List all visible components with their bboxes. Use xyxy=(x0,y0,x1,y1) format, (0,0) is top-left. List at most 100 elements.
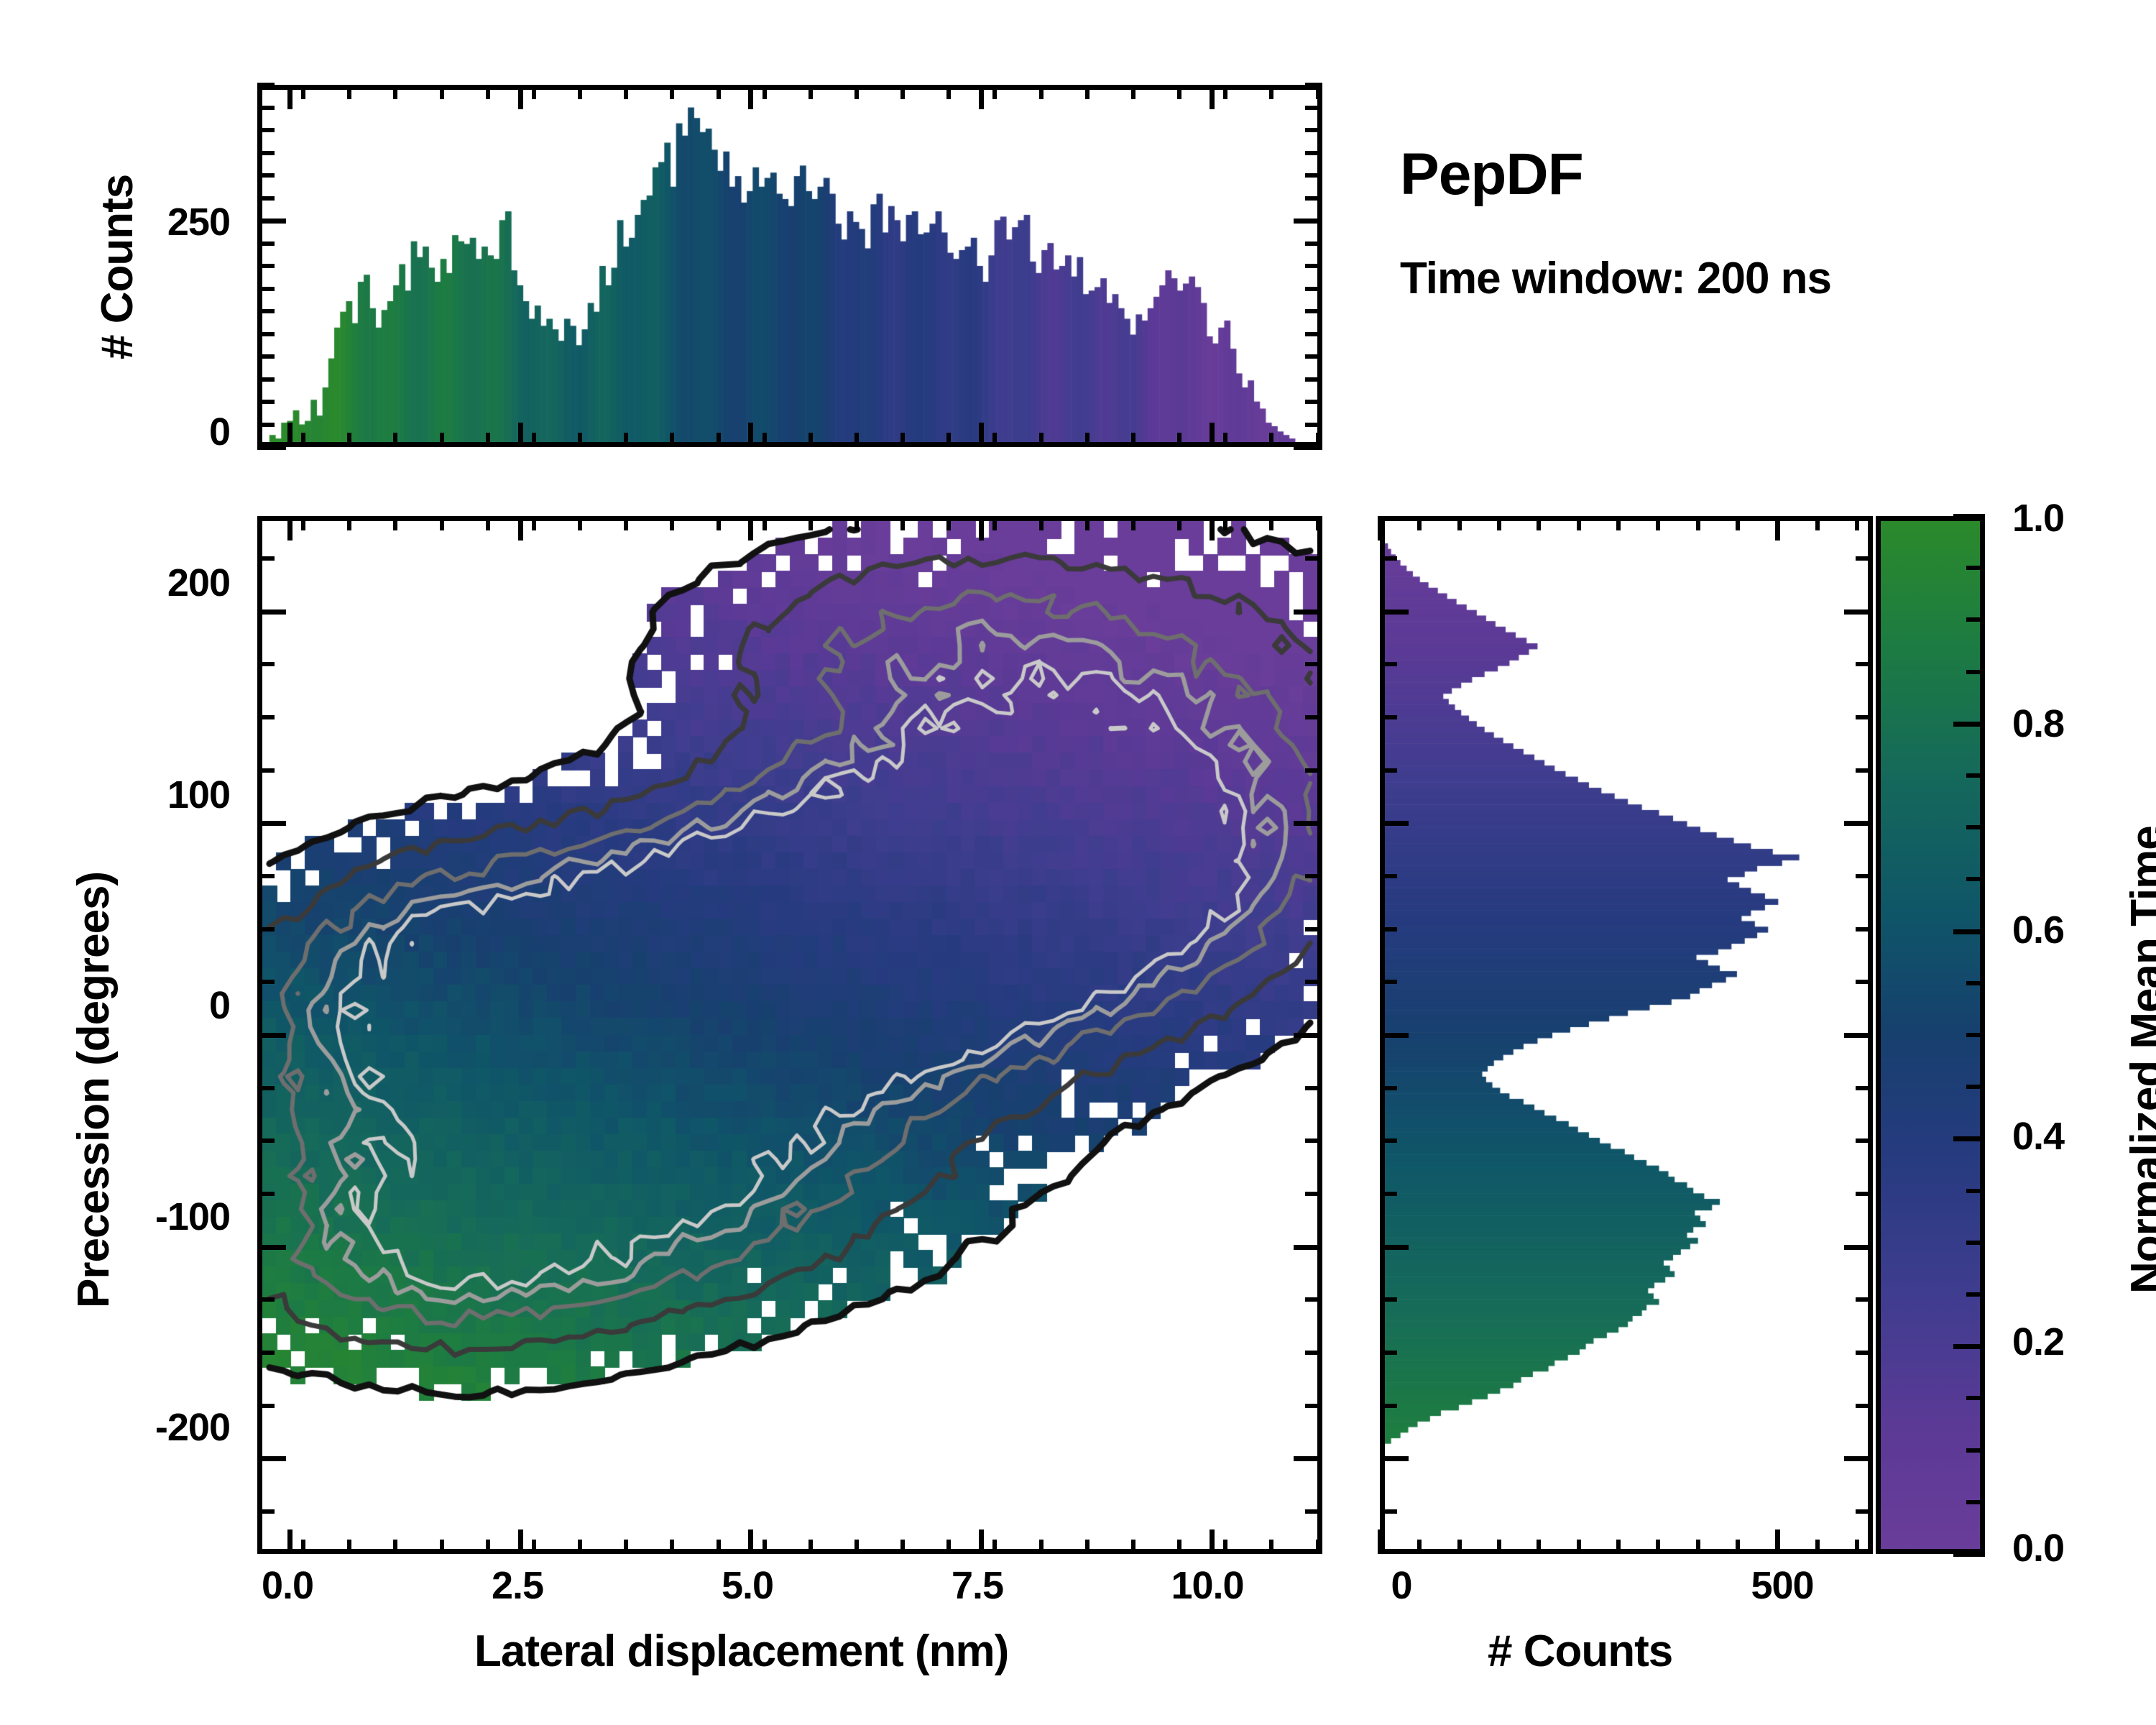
axis-tick xyxy=(1775,1530,1781,1554)
axis-tick xyxy=(1269,85,1274,99)
figure-title: PepDF xyxy=(1400,142,1584,207)
axis-tick xyxy=(1695,1540,1700,1554)
axis-tick xyxy=(1315,433,1320,447)
axis-tick xyxy=(301,1540,306,1554)
axis-tick xyxy=(257,1138,275,1144)
main-ytick-0: 0 xyxy=(208,984,231,1027)
axis-tick xyxy=(854,516,860,530)
axis-tick xyxy=(1305,105,1322,110)
axis-tick xyxy=(257,1509,275,1514)
axis-tick xyxy=(1130,433,1135,447)
axis-tick xyxy=(517,1530,523,1554)
axis-tick xyxy=(578,516,583,530)
axis-tick xyxy=(946,516,952,530)
axis-tick xyxy=(257,1033,286,1038)
axis-tick xyxy=(762,85,767,99)
axis-tick xyxy=(531,1540,536,1554)
axis-tick xyxy=(257,264,275,268)
axis-tick xyxy=(1305,400,1322,404)
axis-tick xyxy=(257,1351,275,1356)
axis-tick xyxy=(257,768,275,773)
axis-tick xyxy=(257,400,275,404)
axis-tick xyxy=(1966,1499,1985,1504)
main-xtick-10: 10.0 xyxy=(1171,1564,1244,1607)
axis-tick xyxy=(1305,1138,1322,1144)
axis-tick xyxy=(578,433,583,447)
axis-tick xyxy=(439,516,444,530)
right-hist-xtick-500: 500 xyxy=(1751,1564,1814,1607)
main-xtick-0: 0.0 xyxy=(261,1564,314,1607)
top-hist-ytick-250: 250 xyxy=(167,201,231,244)
axis-tick xyxy=(1856,662,1873,667)
axis-tick xyxy=(257,83,275,87)
axis-tick xyxy=(1380,662,1397,667)
axis-tick xyxy=(1856,1138,1873,1144)
axis-tick xyxy=(762,1540,767,1554)
axis-tick xyxy=(257,150,275,155)
colorbar-tick-0p6: 0.6 xyxy=(2012,908,2065,952)
axis-tick xyxy=(1315,85,1320,99)
axis-tick xyxy=(1305,331,1322,336)
axis-tick xyxy=(1294,1033,1322,1038)
axis-tick xyxy=(1315,1540,1320,1554)
axis-tick xyxy=(257,821,286,827)
axis-tick xyxy=(257,662,275,667)
axis-tick xyxy=(485,85,490,99)
axis-tick xyxy=(257,926,275,932)
axis-tick xyxy=(1305,1403,1322,1408)
axis-tick xyxy=(946,85,952,99)
axis-tick xyxy=(1269,516,1274,530)
top-hist-y-axis-title: # Counts xyxy=(93,174,142,359)
axis-tick xyxy=(1380,1351,1397,1356)
axis-tick xyxy=(1856,1192,1873,1197)
axis-tick xyxy=(1210,85,1215,109)
axis-tick xyxy=(900,85,906,99)
axis-tick xyxy=(1966,669,1985,674)
axis-tick xyxy=(1576,1540,1581,1554)
axis-tick xyxy=(1537,1540,1542,1554)
top-marginal-histogram-panel xyxy=(257,85,1322,447)
axis-tick xyxy=(762,516,767,530)
axis-tick xyxy=(1966,773,1985,778)
axis-tick xyxy=(1457,516,1462,530)
axis-tick xyxy=(1305,150,1322,155)
axis-tick xyxy=(1130,1540,1135,1554)
axis-tick xyxy=(1966,617,1985,622)
axis-tick xyxy=(748,423,754,447)
right-histogram-canvas xyxy=(1385,521,1868,1549)
axis-tick xyxy=(257,286,275,291)
axis-tick xyxy=(1656,1540,1661,1554)
axis-tick xyxy=(748,516,754,540)
axis-tick xyxy=(257,196,275,201)
axis-tick xyxy=(670,516,675,530)
main-joint-plot-panel xyxy=(257,516,1322,1554)
axis-tick xyxy=(1966,1240,1985,1245)
axis-tick xyxy=(1380,926,1397,932)
axis-tick xyxy=(1856,980,1873,985)
axis-tick xyxy=(900,1540,906,1554)
axis-tick xyxy=(257,1403,275,1408)
axis-tick xyxy=(517,85,523,109)
axis-tick xyxy=(1130,85,1135,99)
axis-tick xyxy=(1305,241,1322,246)
axis-tick xyxy=(1210,516,1215,540)
axis-tick xyxy=(1294,218,1322,224)
axis-tick xyxy=(1380,1456,1409,1462)
axis-tick xyxy=(1735,1540,1740,1554)
axis-tick xyxy=(485,433,490,447)
axis-tick xyxy=(1294,1244,1322,1250)
axis-tick xyxy=(1305,422,1322,427)
axis-tick xyxy=(1305,926,1322,932)
axis-tick xyxy=(1305,196,1322,201)
axis-tick xyxy=(1380,1297,1397,1302)
axis-tick xyxy=(1223,1540,1228,1554)
axis-tick xyxy=(257,377,275,382)
axis-tick xyxy=(1966,1292,1985,1297)
axis-tick xyxy=(347,85,352,99)
colorbar-tick-1p0: 1.0 xyxy=(2012,497,2065,540)
axis-tick xyxy=(1656,516,1661,530)
axis-tick xyxy=(1953,1344,1985,1350)
axis-tick xyxy=(1210,423,1215,447)
axis-tick xyxy=(1380,768,1397,773)
axis-tick xyxy=(1380,714,1397,719)
